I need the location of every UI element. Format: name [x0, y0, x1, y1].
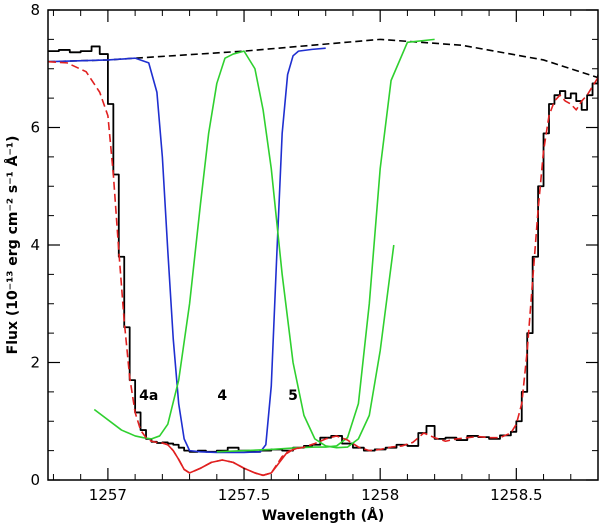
y-tick-label: 4 — [30, 236, 40, 254]
series-observed-spectrum — [48, 45, 598, 453]
annotation-label: 4a — [139, 388, 158, 404]
series-line-4a — [48, 47, 326, 454]
plot-frame — [47, 9, 599, 481]
x-tick-label: 1258.5 — [490, 486, 543, 504]
annotation-label: 5 — [288, 388, 298, 404]
y-tick-label: 2 — [30, 354, 40, 372]
series-line-5 — [216, 38, 435, 453]
annotation-layer: 4a 4 5 — [139, 388, 298, 404]
y-tick-label: 8 — [30, 1, 40, 19]
series-layer — [48, 38, 598, 477]
x-tick-label: 1257.5 — [218, 486, 271, 504]
x-tick-label: 1258 — [361, 486, 399, 504]
y-tick-label: 6 — [30, 119, 40, 137]
x-axis-title: Wavelength (Å) — [262, 507, 384, 524]
series-line-4 — [93, 50, 395, 449]
series-total-fit — [48, 60, 598, 477]
y-axis-title: Flux (10⁻¹³ erg cm⁻² s⁻¹ Å⁻¹) — [4, 136, 21, 355]
y-tick-label: 0 — [30, 471, 40, 489]
x-tick-label: 1257 — [89, 486, 127, 504]
annotation-label: 4 — [217, 388, 227, 404]
series-blend-fit-lower-envelope- — [162, 442, 299, 477]
tick-layer: 1257 1257.5 1258 1258.5 0 2 4 6 8 — [30, 1, 599, 504]
